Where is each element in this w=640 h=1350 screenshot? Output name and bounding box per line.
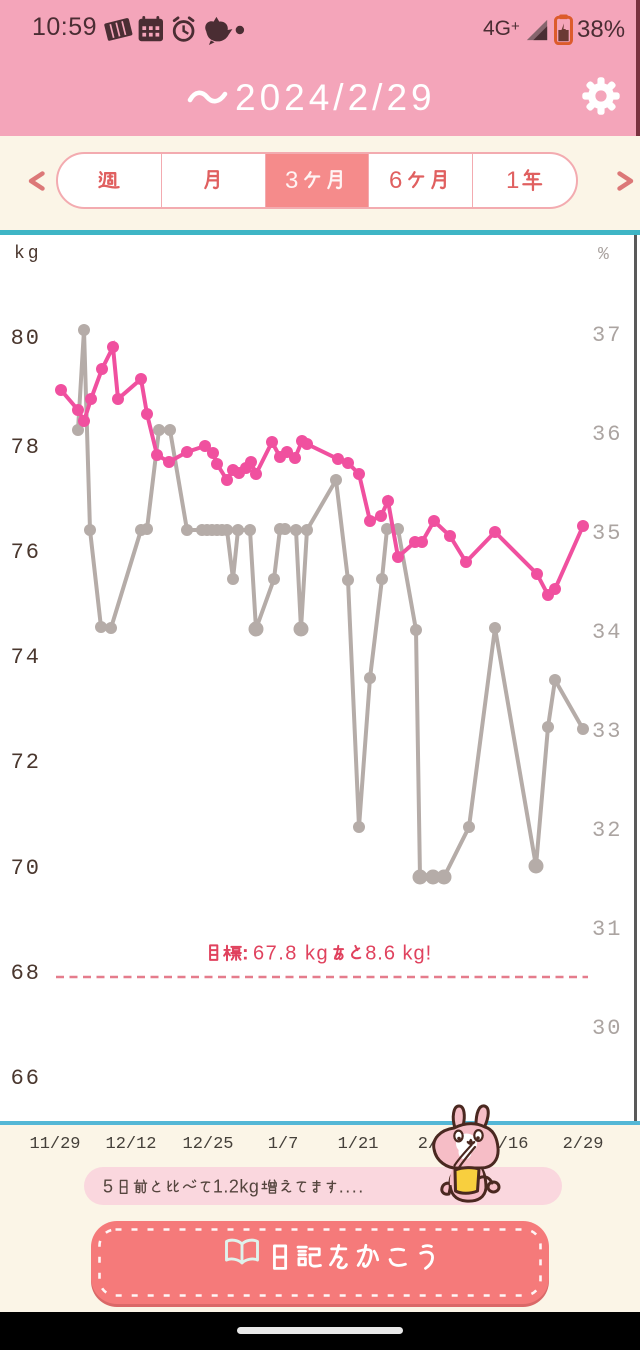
svg-text:%: % [598, 245, 609, 265]
svg-text:1: 1 [506, 167, 519, 194]
svg-text:36: 36 [592, 422, 622, 447]
svg-text:70: 70 [11, 856, 41, 881]
svg-text:78: 78 [11, 435, 41, 460]
svg-text:30: 30 [592, 1016, 622, 1041]
svg-text:37: 37 [592, 323, 622, 348]
svg-text:76: 76 [11, 540, 41, 565]
svg-text:33: 33 [592, 719, 622, 744]
svg-text:35: 35 [592, 521, 622, 546]
svg-text:66: 66 [11, 1066, 41, 1091]
svg-text:3: 3 [285, 167, 298, 194]
svg-text:....: .... [339, 1177, 365, 1197]
svg-text:72: 72 [11, 750, 41, 775]
svg-text:34: 34 [592, 620, 622, 645]
svg-text:31: 31 [592, 917, 622, 942]
svg-text:1.2kg: 1.2kg [213, 1177, 260, 1197]
svg-text::: : [242, 942, 249, 964]
svg-text:32: 32 [592, 818, 622, 843]
svg-text:67.8 kg: 67.8 kg [253, 942, 329, 964]
svg-text:5: 5 [103, 1177, 113, 1197]
svg-text:6: 6 [389, 167, 402, 194]
svg-text:80: 80 [11, 326, 41, 351]
svg-text:68: 68 [11, 961, 41, 986]
svg-text:74: 74 [11, 645, 41, 670]
svg-text:kg: kg [14, 244, 42, 264]
svg-text:8.6 kg!: 8.6 kg! [365, 942, 432, 964]
